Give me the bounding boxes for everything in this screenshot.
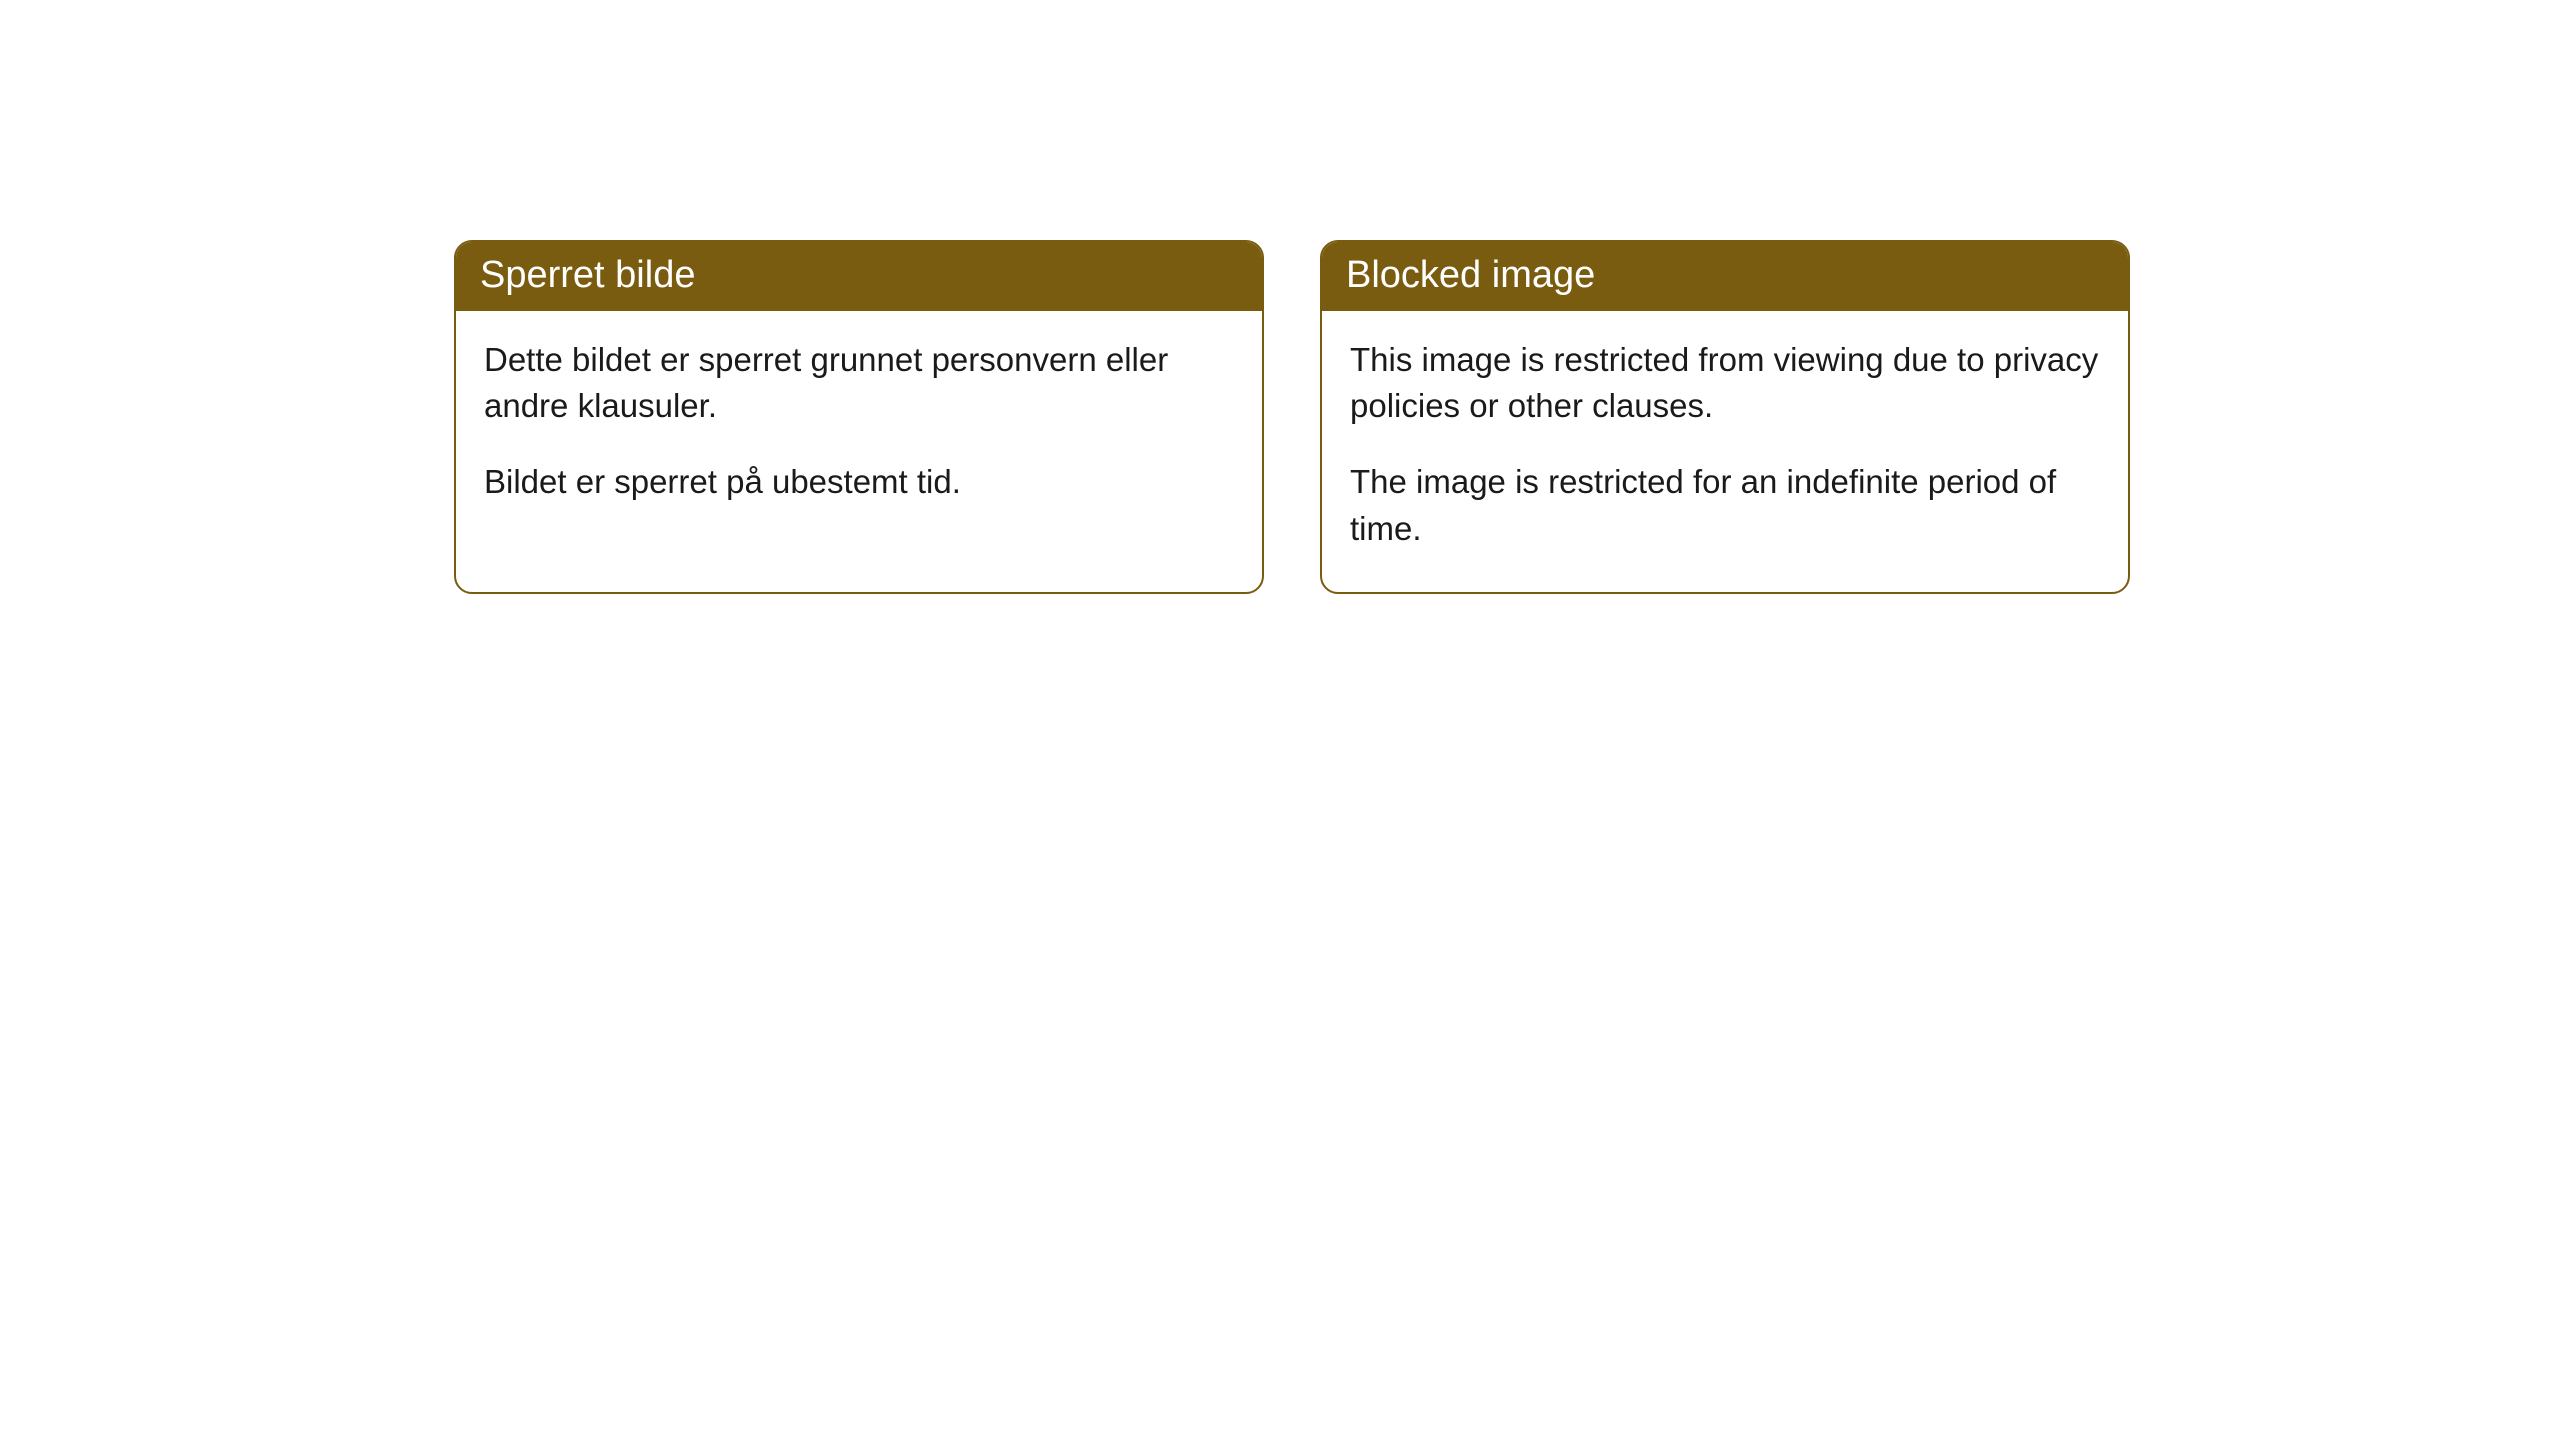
info-cards-container: Sperret bilde Dette bildet er sperret gr… <box>454 240 2560 594</box>
card-paragraph: This image is restricted from viewing du… <box>1350 337 2100 429</box>
card-paragraph: The image is restricted for an indefinit… <box>1350 459 2100 551</box>
card-title: Blocked image <box>1346 254 1595 296</box>
card-paragraph: Bildet er sperret på ubestemt tid. <box>484 459 1234 505</box>
card-body: This image is restricted from viewing du… <box>1322 311 2128 592</box>
info-card-english: Blocked image This image is restricted f… <box>1320 240 2130 594</box>
card-title: Sperret bilde <box>480 254 695 296</box>
card-header: Blocked image <box>1322 242 2128 311</box>
card-header: Sperret bilde <box>456 242 1262 311</box>
card-body: Dette bildet er sperret grunnet personve… <box>456 311 1262 546</box>
info-card-norwegian: Sperret bilde Dette bildet er sperret gr… <box>454 240 1264 594</box>
card-paragraph: Dette bildet er sperret grunnet personve… <box>484 337 1234 429</box>
